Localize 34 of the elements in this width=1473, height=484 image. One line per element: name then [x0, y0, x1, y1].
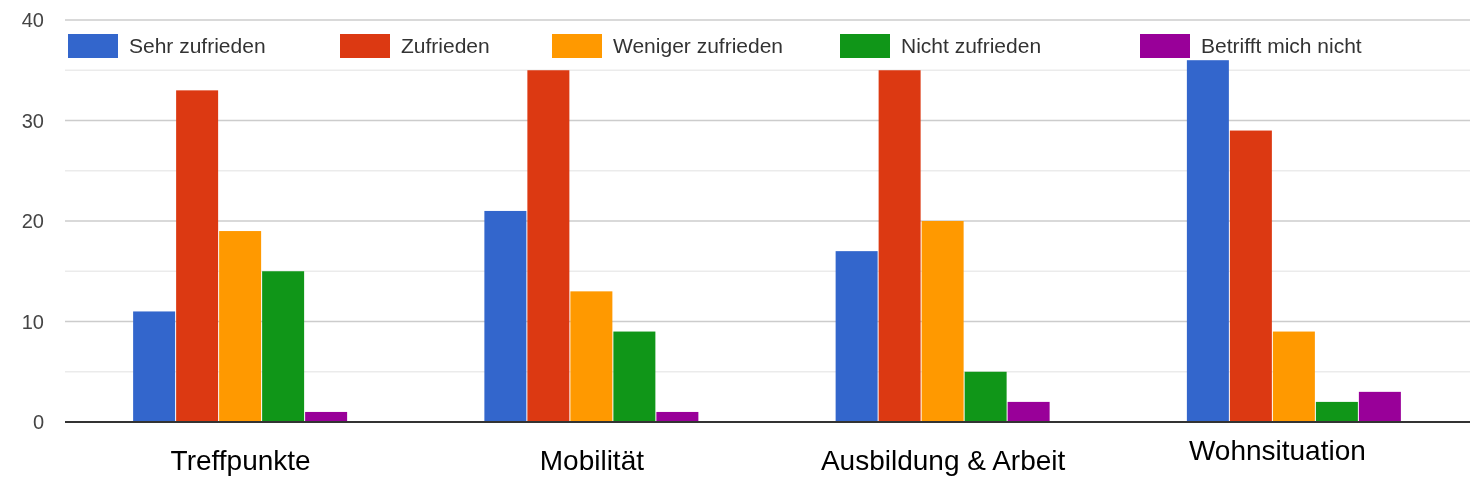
bar: [613, 331, 656, 422]
bar: [964, 371, 1007, 422]
y-tick-label: 30: [21, 109, 44, 132]
bar: [656, 411, 699, 422]
y-tick-label: 20: [21, 210, 44, 232]
legend-label: Betrifft mich nicht: [1201, 34, 1362, 58]
legend-label: Sehr zufrieden: [129, 34, 266, 58]
bar: [1272, 331, 1315, 422]
bar: [1186, 60, 1229, 422]
bar: [570, 291, 613, 422]
y-tick-label: 10: [21, 310, 44, 333]
bar: [484, 210, 527, 422]
bar: [1315, 401, 1358, 422]
x-tick-label: Mobilität: [539, 445, 645, 476]
bar: [835, 251, 878, 422]
y-tick-label: 40: [21, 9, 44, 31]
legend-label: Zufrieden: [401, 34, 490, 58]
bar: [133, 311, 176, 422]
legend-label: Weniger zufrieden: [613, 34, 784, 58]
bar: [1358, 391, 1401, 422]
bar: [921, 221, 964, 422]
bar: [262, 271, 305, 422]
bar: [176, 90, 219, 422]
x-tick-label: Wohnsituation: [1188, 435, 1366, 466]
bar: [527, 70, 570, 422]
legend-label: Nicht zufrieden: [901, 34, 1042, 58]
y-tick-label: 0: [32, 411, 44, 433]
bar: [878, 70, 921, 422]
bar: [219, 231, 262, 422]
bar: [1229, 130, 1272, 422]
bar: [1007, 401, 1050, 422]
bar: [305, 411, 348, 422]
x-tick-label: Ausbildung & Arbeit: [820, 445, 1066, 476]
x-tick-label: Treffpunkte: [170, 445, 311, 476]
